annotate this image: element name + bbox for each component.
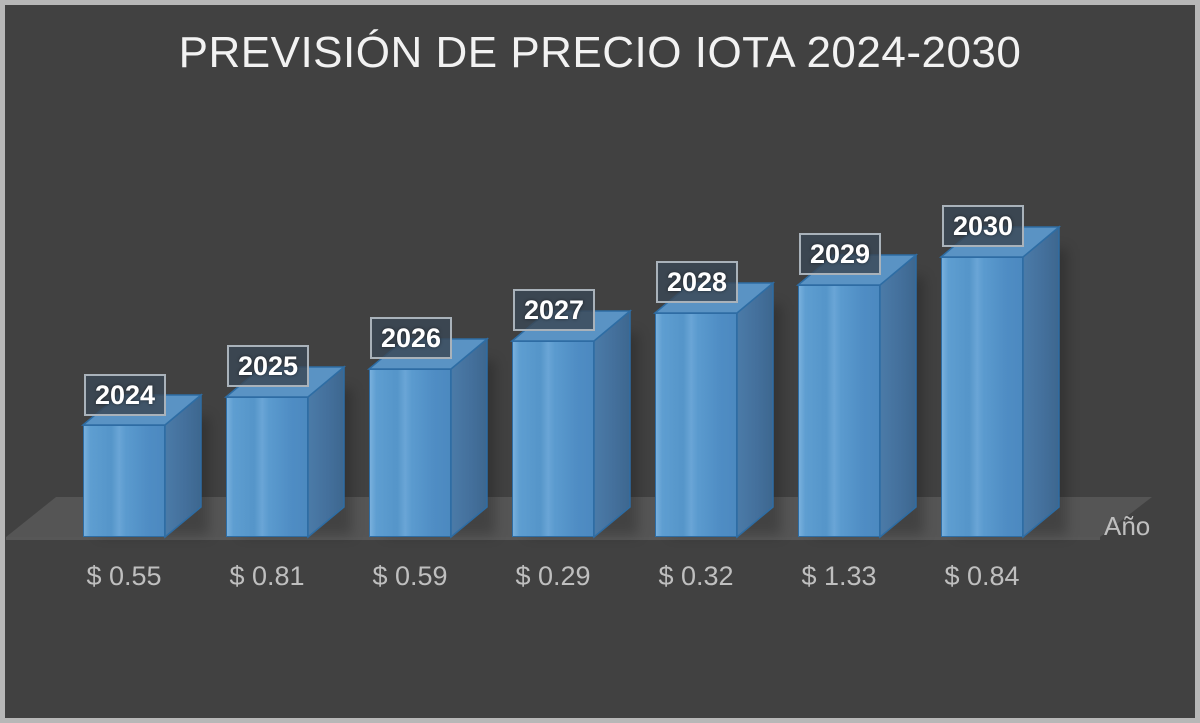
bar-side-face (1022, 225, 1063, 541)
category-axis-label: $ 1.33 (801, 561, 877, 591)
bar-front-face (369, 369, 451, 537)
category-axis-label: $ 0.84 (944, 561, 1020, 591)
chart-title: PREVISIÓN DE PRECIO IOTA 2024-2030 (178, 28, 1022, 77)
x-axis-title: Año (1104, 511, 1151, 541)
bar-value-label: 2028 (656, 261, 739, 303)
bar-front-face (798, 285, 880, 537)
category-axis-label: $ 0.81 (229, 561, 305, 591)
bar-front-face (226, 397, 308, 537)
category-axis-label: $ 0.59 (372, 561, 448, 591)
bar-side-face (879, 253, 920, 541)
bar-front-face (83, 425, 165, 537)
bar-value-label: 2027 (513, 289, 596, 331)
bar-front-face (941, 257, 1023, 537)
bar-side-face (736, 281, 777, 541)
bar-value-label: 2026 (370, 317, 453, 359)
bar-value-label: 2024 (84, 374, 167, 416)
bar-value-label: 2030 (942, 205, 1025, 247)
bar-front-face (655, 313, 737, 537)
bar-front-face (512, 341, 594, 537)
bar-side-face (593, 309, 634, 541)
category-axis-label: $ 0.29 (515, 561, 591, 591)
category-axis-label: $ 0.55 (86, 561, 162, 591)
bar-value-label: 2025 (227, 345, 310, 387)
bar-value-label: 2029 (799, 233, 882, 275)
category-axis-label: $ 0.32 (658, 561, 734, 591)
